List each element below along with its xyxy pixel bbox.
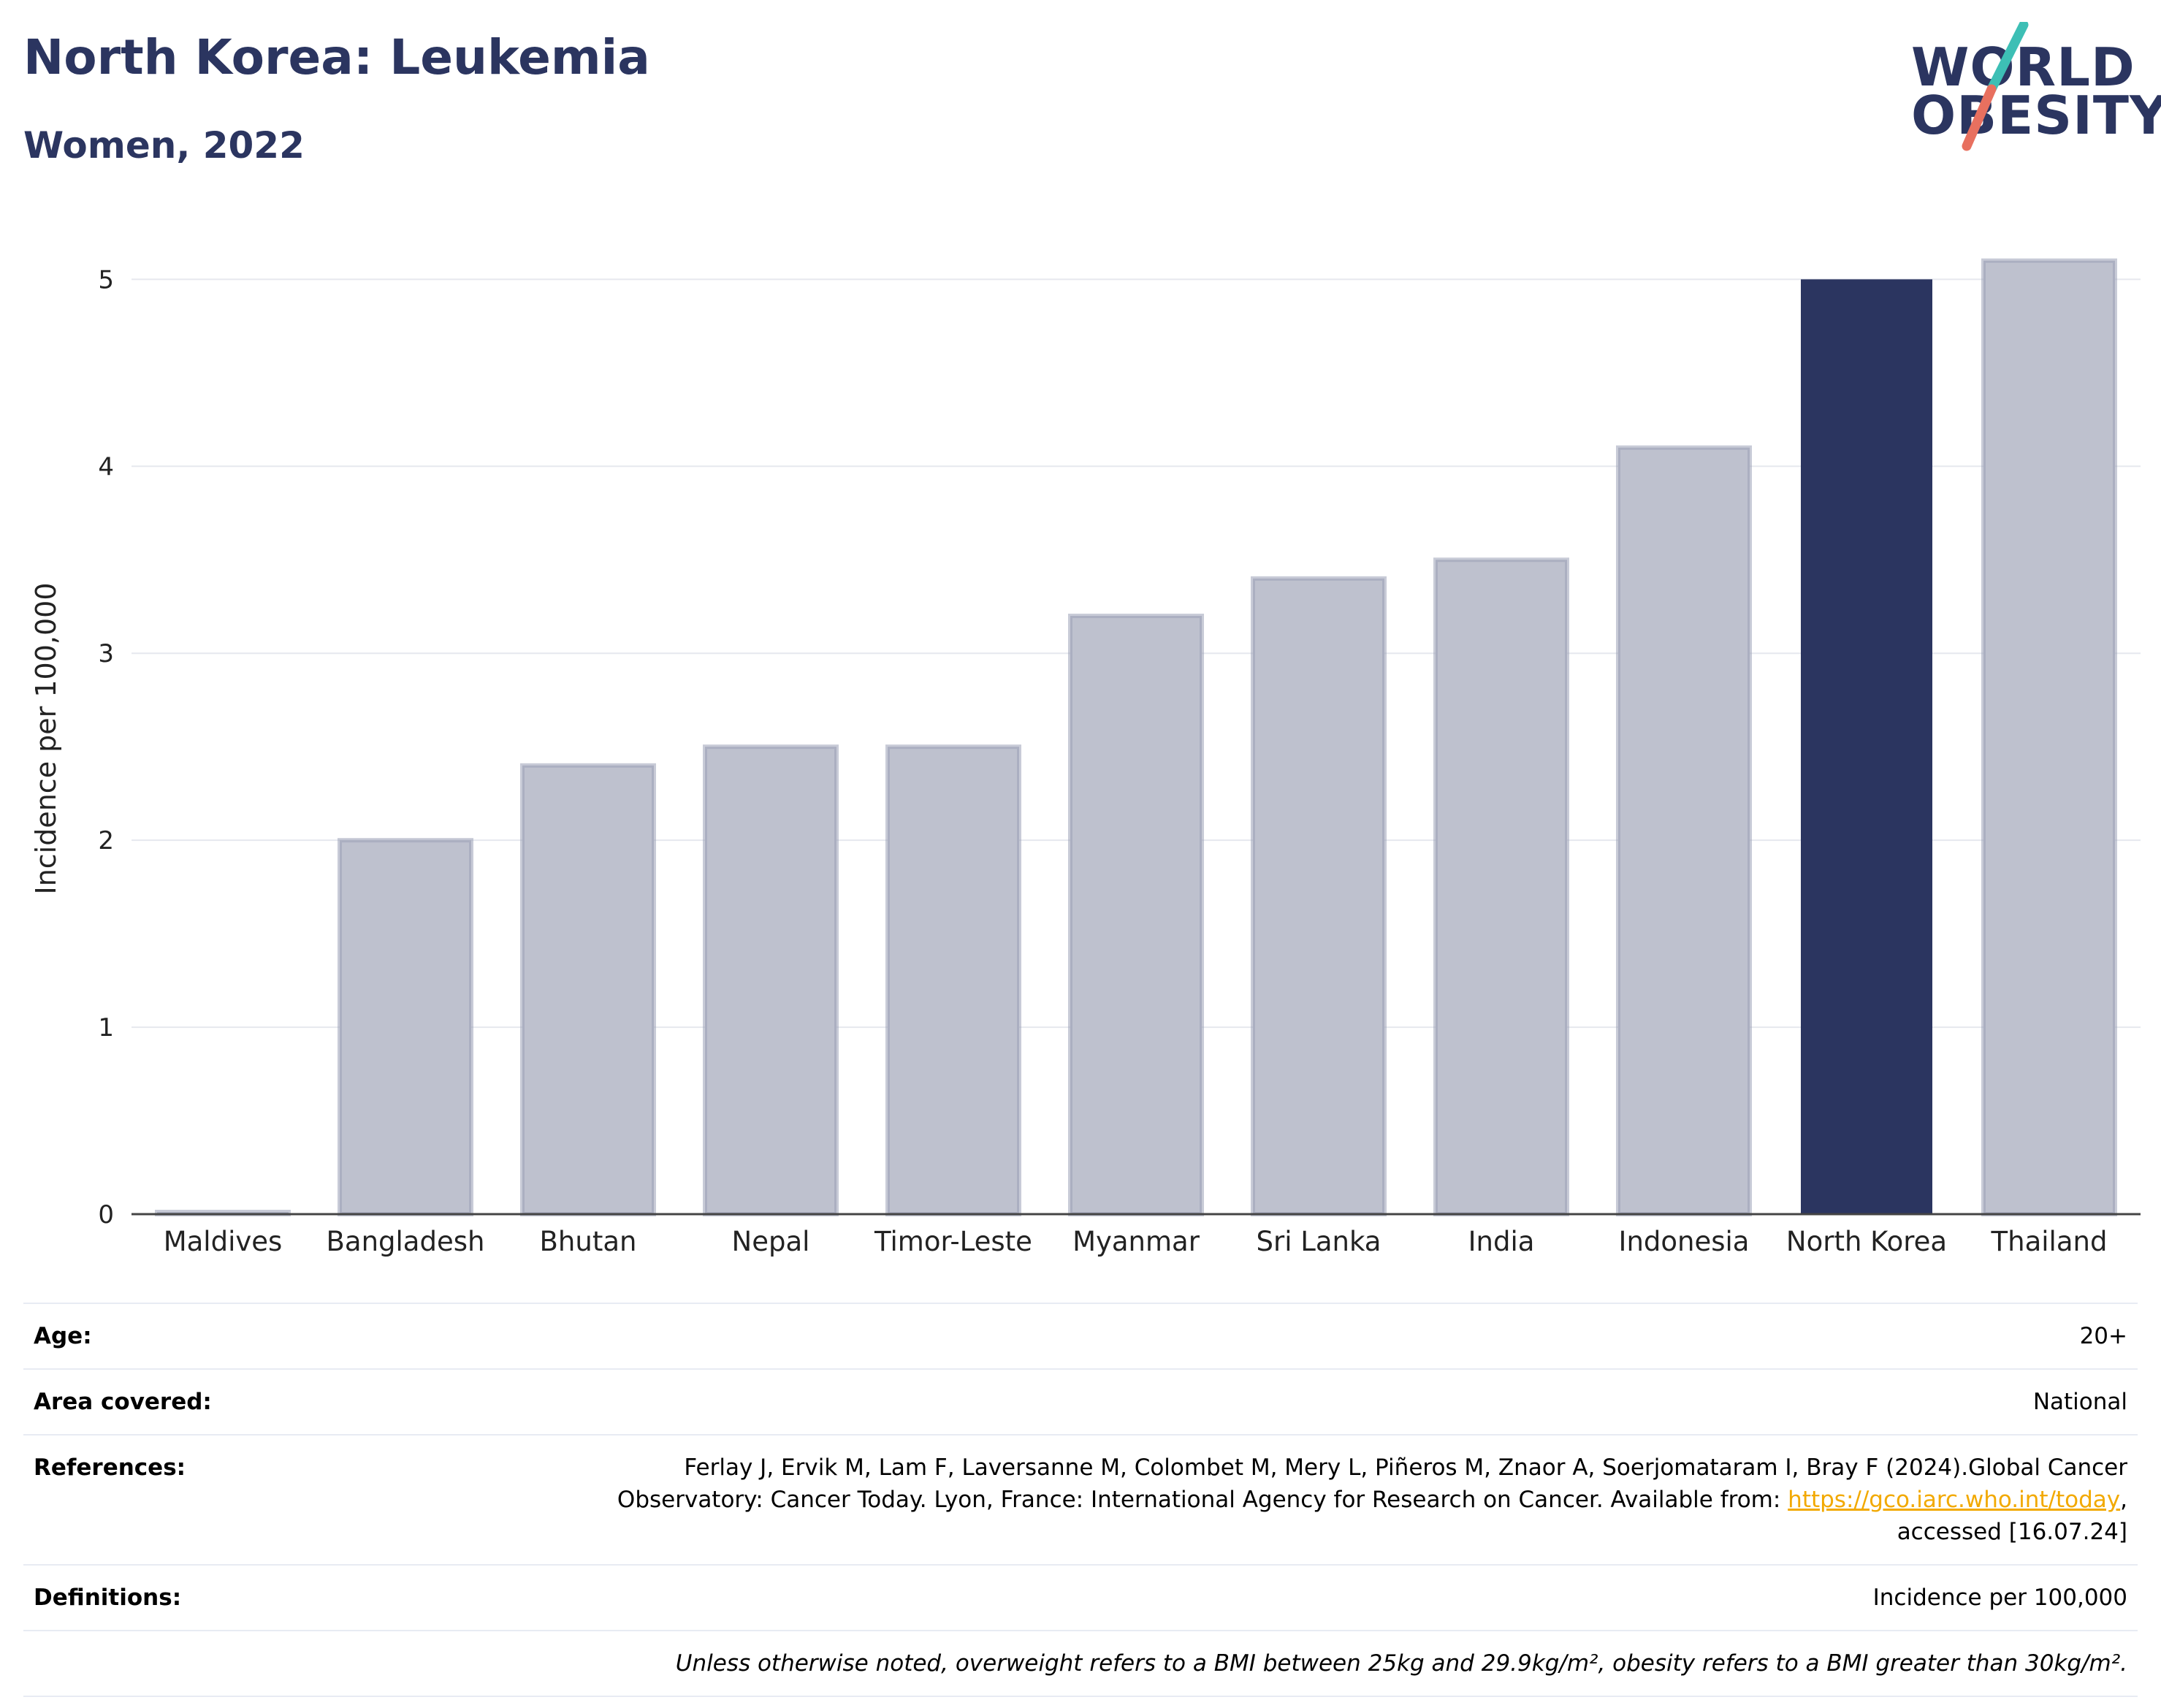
y-tick-label: 3 xyxy=(98,639,114,668)
logo-slash-icon xyxy=(1962,22,2029,151)
y-tick-label: 1 xyxy=(98,1013,114,1042)
x-tick-label: Maldives xyxy=(164,1226,283,1257)
x-tick-label: India xyxy=(1468,1226,1535,1257)
area-label: Area covered: xyxy=(23,1368,351,1436)
x-tick-label: Timor-Leste xyxy=(874,1226,1032,1257)
bar-nepal xyxy=(703,744,839,1216)
bar-north-korea xyxy=(1801,279,1932,1214)
area-value: National xyxy=(351,1368,2138,1436)
y-tick-label: 5 xyxy=(98,265,114,294)
bmi-note: Unless otherwise noted, overweight refer… xyxy=(23,1630,2138,1698)
info-row-note: Unless otherwise noted, overweight refer… xyxy=(23,1630,2138,1698)
world-obesity-logo: WORLD OBESITY xyxy=(1899,22,2161,153)
age-label: Age: xyxy=(23,1302,351,1370)
definitions-value: Incidence per 100,000 xyxy=(351,1564,2138,1631)
x-tick-label: Bhutan xyxy=(540,1226,637,1257)
x-tick-label: Thailand xyxy=(1991,1226,2108,1257)
y-axis-label: Incidence per 100,000 xyxy=(30,582,62,894)
y-tick-label: 4 xyxy=(98,452,114,481)
bar-timor-leste xyxy=(885,744,1021,1216)
references-value: Ferlay J, Ervik M, Lam F, Laversanne M, … xyxy=(351,1434,2138,1566)
bar-thailand xyxy=(1981,258,2117,1216)
info-row-references: References: Ferlay J, Ervik M, Lam F, La… xyxy=(23,1434,2138,1566)
x-tick-label: Nepal xyxy=(732,1226,810,1257)
x-tick-label: Indonesia xyxy=(1619,1226,1750,1257)
page-subtitle: Women, 2022 xyxy=(23,124,305,167)
bar-sri-lanka xyxy=(1251,576,1387,1216)
x-tick-label: North Korea xyxy=(1786,1226,1947,1257)
info-table: Age: 20+ Area covered: National Referenc… xyxy=(23,1302,2138,1698)
references-link[interactable]: https://gco.iarc.who.int/today xyxy=(1788,1487,2121,1514)
bar-india xyxy=(1433,557,1569,1216)
logo-word-world: WORLD xyxy=(1911,37,2135,98)
y-tick-label: 2 xyxy=(98,826,114,855)
info-row-area: Area covered: National xyxy=(23,1368,2138,1436)
definitions-label: Definitions: xyxy=(23,1564,351,1631)
bar-myanmar xyxy=(1068,614,1204,1216)
y-tick-label: 0 xyxy=(98,1200,114,1229)
x-tick-label: Sri Lanka xyxy=(1257,1226,1381,1257)
references-label: References: xyxy=(23,1434,351,1566)
bar-indonesia xyxy=(1616,445,1752,1216)
bar-bangladesh xyxy=(338,838,473,1216)
info-row-age: Age: 20+ xyxy=(23,1302,2138,1370)
references-text-2: Observatory: Cancer Today. Lyon, France:… xyxy=(617,1487,1788,1514)
age-value: 20+ xyxy=(351,1302,2138,1370)
logo-word-obesity: OBESITY xyxy=(1911,85,2161,146)
x-tick-label: Bangladesh xyxy=(327,1226,485,1257)
page-title: North Korea: Leukemia xyxy=(23,29,650,85)
x-tick-label: Myanmar xyxy=(1072,1226,1200,1257)
info-row-definitions: Definitions: Incidence per 100,000 xyxy=(23,1564,2138,1631)
references-text-1: Ferlay J, Ervik M, Lam F, Laversanne M, … xyxy=(684,1455,2127,1482)
references-text-4: accessed [16.07.24] xyxy=(1897,1519,2127,1546)
references-text-3: , xyxy=(2120,1487,2127,1514)
bar-chart: 0 1 2 3 4 5 Maldives Bangladesh Bhutan Nepal Timor… xyxy=(30,258,2141,1257)
bar-bhutan xyxy=(520,763,656,1216)
